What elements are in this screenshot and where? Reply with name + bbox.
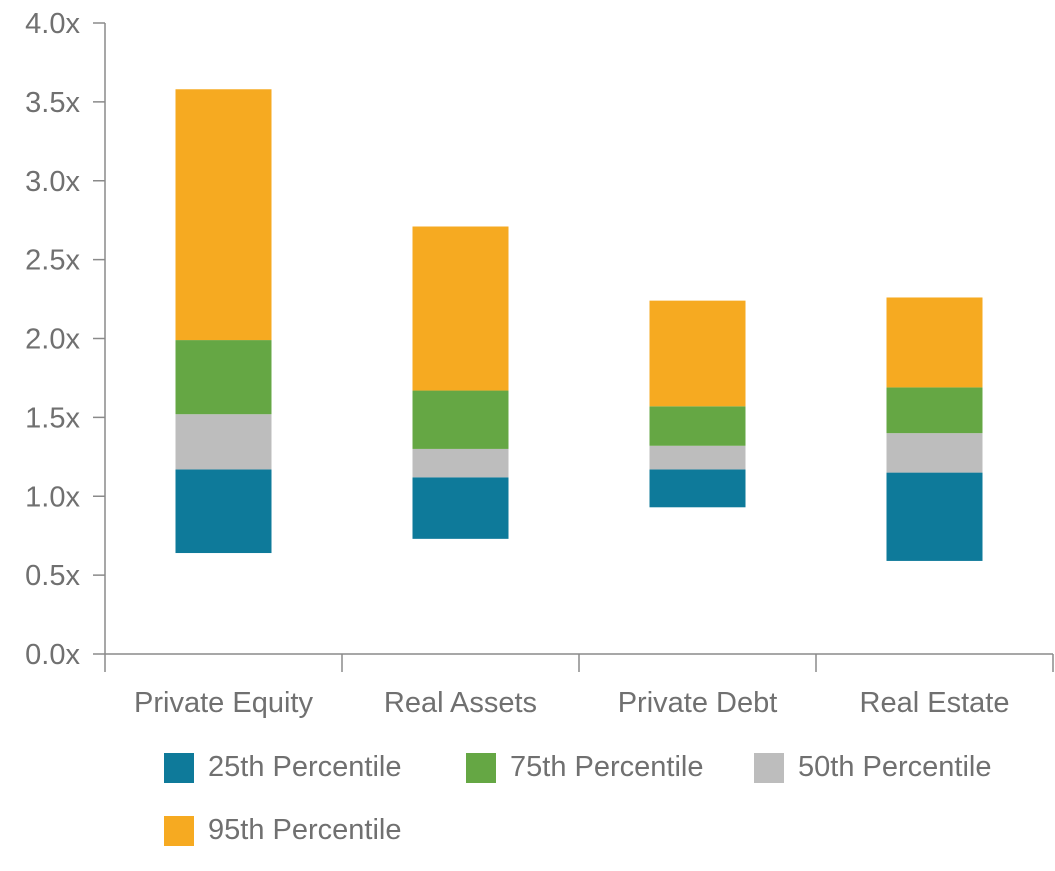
x-category-label: Private Debt bbox=[618, 687, 778, 719]
axes bbox=[93, 22, 1054, 672]
x-category-labels: Private Equity Real Assets Private Debt Rea… bbox=[134, 687, 1009, 719]
bar-segment-25th bbox=[175, 469, 272, 554]
legend-swatch-75th bbox=[466, 752, 496, 783]
y-tick-label: 1.5x bbox=[25, 402, 80, 434]
bar-segment-50th bbox=[649, 445, 746, 470]
bar-segment-95th bbox=[412, 226, 509, 391]
bar-segment-75th bbox=[175, 340, 272, 415]
bar-segment-50th bbox=[886, 433, 983, 473]
bar-segment-50th bbox=[175, 414, 272, 470]
bar-segment-75th bbox=[649, 406, 746, 446]
legend-label-75th: 75th Percentile bbox=[510, 751, 704, 783]
bar-segment-50th bbox=[412, 448, 509, 478]
legend-swatch-50th bbox=[754, 752, 784, 783]
bar-segment-95th bbox=[886, 297, 983, 388]
bar-segment-75th bbox=[412, 390, 509, 449]
y-tick-label: 2.5x bbox=[25, 245, 80, 277]
y-tick-label: 4.0x bbox=[25, 8, 80, 40]
legend-label-50th: 50th Percentile bbox=[798, 751, 992, 783]
y-tick-label: 3.0x bbox=[25, 166, 80, 198]
y-tick-label: 3.5x bbox=[25, 87, 80, 119]
bar-segment-25th bbox=[412, 477, 509, 539]
bar-segment-25th bbox=[649, 469, 746, 508]
y-tick-label: 0.5x bbox=[25, 560, 80, 592]
legend-label-95th: 95th Percentile bbox=[208, 814, 402, 846]
y-tick-label: 2.0x bbox=[25, 324, 80, 356]
bars bbox=[175, 89, 983, 561]
legend-item-95th: 95th Percentile bbox=[164, 814, 401, 847]
legend-label-25th: 25th Percentile bbox=[208, 751, 402, 783]
x-category-label: Real Assets bbox=[384, 687, 537, 719]
legend-item-25th: 25th Percentile bbox=[164, 751, 401, 784]
bar-segment-75th bbox=[886, 387, 983, 434]
bar-segment-95th bbox=[175, 89, 272, 341]
legend-swatch-25th bbox=[164, 752, 194, 783]
y-tick-label: 0.0x bbox=[25, 639, 80, 671]
y-tick-labels: 0.0x 0.5x 1.0x 1.5x 2.0x 2.5x 3.0x 3.5x 4.0x bbox=[25, 8, 80, 671]
bar-segment-95th bbox=[649, 300, 746, 407]
legend-item-50th: 50th Percentile bbox=[754, 751, 991, 784]
legend-swatch-95th bbox=[164, 815, 194, 846]
y-tick-label: 1.0x bbox=[25, 481, 80, 513]
x-category-label: Real Estate bbox=[860, 687, 1010, 719]
x-category-label: Private Equity bbox=[134, 687, 313, 719]
bar-segment-25th bbox=[886, 472, 983, 561]
legend-item-75th: 75th Percentile bbox=[466, 751, 703, 784]
